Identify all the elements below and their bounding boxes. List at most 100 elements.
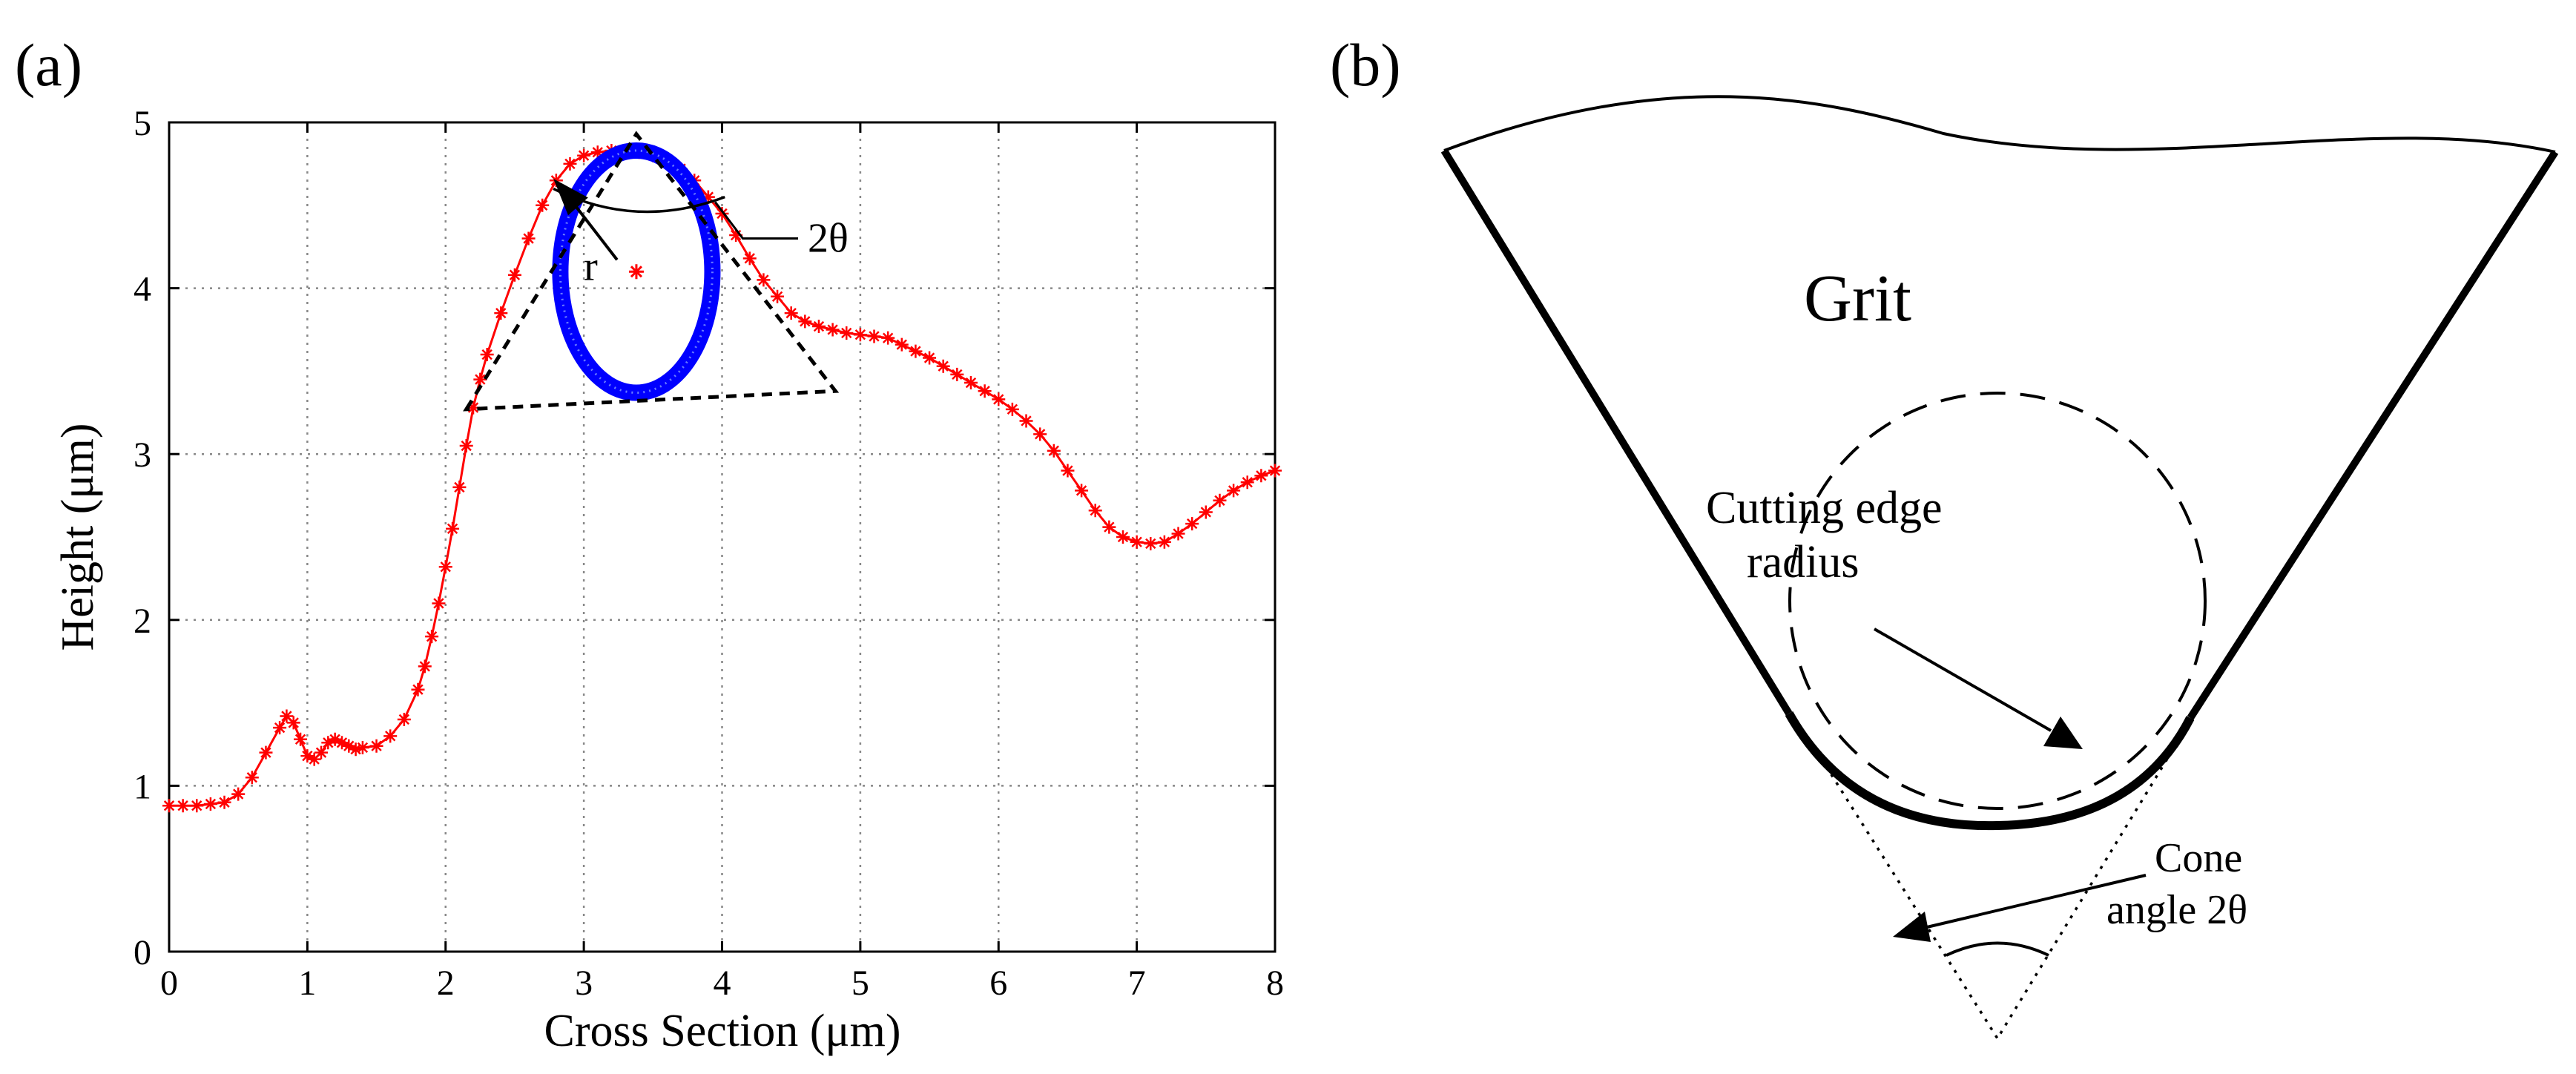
profile-point bbox=[349, 742, 363, 757]
profile-point bbox=[1102, 520, 1116, 534]
profile-point bbox=[577, 148, 591, 162]
profile-point bbox=[1130, 535, 1144, 549]
cutting-edge-pointer bbox=[1874, 627, 2052, 732]
profile-point bbox=[1268, 464, 1282, 478]
rounded-cutting-edge bbox=[1785, 711, 2195, 831]
profile-point bbox=[418, 659, 432, 673]
profile-point bbox=[963, 376, 978, 390]
profile-point bbox=[452, 480, 467, 494]
x-tick-label: 1 bbox=[298, 963, 316, 1003]
grit-label: Grit bbox=[1804, 262, 1911, 335]
profile-point bbox=[328, 732, 342, 746]
profile-point bbox=[1240, 475, 1254, 490]
x-tick-label: 6 bbox=[989, 963, 1007, 1003]
profile-point bbox=[369, 739, 383, 753]
x-tick-label: 4 bbox=[714, 963, 731, 1003]
fitted-circle-texture bbox=[559, 149, 714, 394]
profile-point bbox=[286, 716, 300, 730]
profile-point bbox=[280, 709, 294, 723]
profile-point bbox=[473, 372, 487, 386]
profile-plot: 0 1 2 3 4 5 6 7 8 0 1 2 3 4 5 Cross Section (μm) Heig… bbox=[53, 104, 1284, 1056]
profile-point bbox=[383, 729, 398, 743]
profile-point bbox=[590, 145, 605, 159]
x-tick-labels: 0 1 2 3 4 5 6 7 8 bbox=[160, 963, 1284, 1003]
profile-point bbox=[294, 732, 308, 746]
y-tick-labels: 0 1 2 3 4 5 bbox=[134, 104, 151, 972]
profile-point bbox=[1116, 530, 1130, 544]
cone-arrowhead bbox=[1893, 912, 1931, 942]
profile-point bbox=[840, 326, 854, 340]
profile-point bbox=[467, 401, 481, 415]
x-axis-label: Cross Section (μm) bbox=[544, 1006, 901, 1056]
y-tick-label: 1 bbox=[134, 767, 151, 806]
grit-top-edge bbox=[1443, 95, 2556, 154]
cone-pointer bbox=[1926, 874, 2147, 929]
grit-right-edge bbox=[2187, 150, 2559, 720]
profile-point bbox=[217, 795, 231, 809]
x-tick-label: 3 bbox=[575, 963, 593, 1003]
profile-point bbox=[909, 344, 923, 358]
annotations: r 2θ bbox=[553, 179, 849, 289]
profile-point bbox=[826, 323, 840, 337]
tangent-triangle bbox=[463, 131, 840, 412]
profile-point bbox=[521, 231, 536, 246]
profile-point bbox=[259, 745, 273, 760]
profile-point bbox=[867, 329, 881, 343]
profile-point bbox=[321, 736, 335, 750]
profile-point bbox=[923, 351, 937, 365]
angle-arc bbox=[553, 187, 725, 214]
radius-label: r bbox=[584, 243, 598, 289]
profile-point bbox=[335, 736, 349, 750]
profile-point bbox=[1254, 469, 1268, 483]
profile-point bbox=[1213, 493, 1227, 507]
panel-a-label: (a) bbox=[15, 31, 82, 99]
axis-ticks bbox=[168, 121, 1277, 953]
profile-point bbox=[1061, 464, 1075, 478]
plot-area bbox=[169, 122, 1275, 952]
cutting-edge-label-line2: radius bbox=[1747, 537, 1859, 587]
profile-point bbox=[811, 320, 826, 334]
cone-angle-arc bbox=[1946, 941, 2049, 957]
x-tick-label: 8 bbox=[1266, 963, 1284, 1003]
profile-point bbox=[1088, 504, 1102, 518]
profile-point bbox=[494, 306, 508, 320]
cutting-edge-arrowhead bbox=[2043, 716, 2083, 749]
angle-leader-line bbox=[714, 201, 799, 240]
profile-point bbox=[446, 521, 460, 536]
profile-point bbox=[978, 384, 992, 398]
circle-center-marker bbox=[628, 264, 644, 280]
profile-point bbox=[273, 721, 287, 735]
profile-point bbox=[432, 596, 446, 610]
profile-point bbox=[1171, 527, 1185, 541]
profile-point bbox=[853, 328, 867, 342]
profile-point bbox=[563, 157, 577, 171]
profile-point bbox=[895, 337, 909, 352]
profile-point bbox=[459, 439, 473, 453]
cone-label-line1: Cone bbox=[2155, 835, 2242, 881]
y-axis-label: Height (μm) bbox=[53, 423, 103, 650]
profile-point bbox=[438, 560, 452, 574]
profile-point bbox=[342, 739, 356, 753]
profile-point bbox=[992, 392, 1006, 406]
profile-point bbox=[162, 799, 176, 813]
profile-point bbox=[355, 740, 369, 754]
profile-point bbox=[1144, 536, 1158, 550]
profile-point bbox=[190, 799, 204, 813]
profile-point bbox=[715, 206, 729, 220]
panel-b-label: (b) bbox=[1330, 31, 1401, 99]
profile-point bbox=[397, 712, 411, 726]
profile-point bbox=[1075, 484, 1089, 498]
x-tick-label: 7 bbox=[1128, 963, 1146, 1003]
y-tick-label: 3 bbox=[134, 435, 151, 475]
profile-point bbox=[480, 348, 494, 362]
profile-point bbox=[742, 251, 757, 266]
fitted-circle-group bbox=[552, 142, 721, 401]
profile-point bbox=[1019, 414, 1033, 428]
cone-right-extension bbox=[1996, 734, 2184, 1039]
profile-point bbox=[411, 682, 425, 696]
profile-point bbox=[881, 331, 895, 345]
profile-point bbox=[425, 630, 439, 644]
profile-point bbox=[307, 752, 321, 766]
cone-label-line2: angle 2θ bbox=[2106, 887, 2247, 933]
